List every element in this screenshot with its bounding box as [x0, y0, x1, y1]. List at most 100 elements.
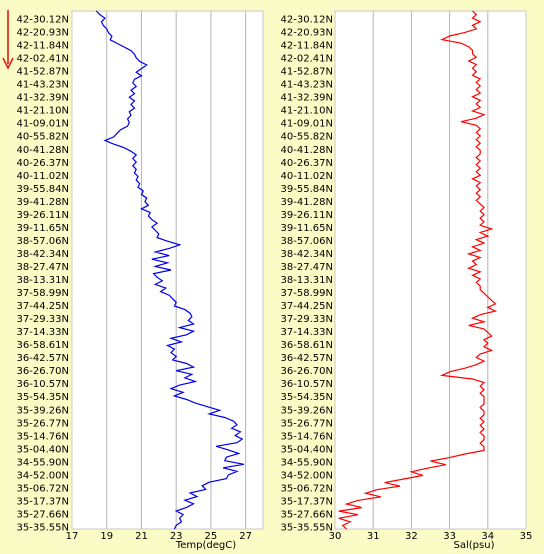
y-tick-label: 35-54.35N: [17, 392, 69, 403]
y-tick-label: 42-11.84N: [281, 41, 333, 52]
y-tick-label: 35-06.72N: [281, 483, 333, 494]
y-tick-label: 35-17.37N: [17, 496, 69, 507]
y-tick-label: 35-39.26N: [17, 405, 69, 416]
y-tick-label: 36-26.70N: [281, 366, 333, 377]
x-tick-label: 34: [481, 531, 494, 542]
y-tick-label: 39-26.11N: [281, 210, 333, 221]
x-tick-label: 30: [329, 531, 342, 542]
salinity-x-tick-labels: 30 31 32 33 34 35: [329, 531, 533, 542]
temperature-gridlines: [106, 11, 247, 529]
y-tick-label: 42-11.84N: [17, 41, 69, 52]
plot-border: [71, 10, 264, 530]
y-tick-label: 38-42.34N: [17, 249, 69, 260]
y-tick-label: 38-13.31N: [281, 275, 333, 286]
salinity-axis-title: Sal(psu): [454, 540, 495, 551]
salinity-plot-area: [335, 11, 526, 529]
y-tick-label: 41-43.23N: [281, 80, 333, 91]
temperature-plot-area: [72, 11, 263, 529]
y-tick-label: 38-27.47N: [17, 262, 69, 273]
y-tick-label: 34-52.00N: [281, 470, 333, 481]
y-tick-label: 39-41.28N: [281, 197, 333, 208]
y-tick-label: 35-35.55N: [281, 523, 333, 534]
y-tick-label: 42-30.12N: [17, 15, 69, 26]
y-tick-label: 41-21.10N: [281, 106, 333, 117]
y-tick-label: 35-39.26N: [281, 405, 333, 416]
salinity-gridlines: [372, 11, 489, 529]
y-tick-label: 39-55.84N: [281, 184, 333, 195]
x-tick-label: 33: [443, 531, 456, 542]
y-tick-label: 36-42.57N: [17, 353, 69, 364]
salinity-chart: 42-30.12N 42-20.93N 42-11.84N 42-02.41N 41-5…: [281, 10, 533, 551]
temperature-x-tick-labels: 17 19 21 23 25 27: [66, 531, 252, 542]
salinity-series-line: [338, 10, 498, 530]
y-tick-label: 40-11.02N: [281, 171, 333, 182]
y-tick-label: 40-26.37N: [281, 158, 333, 169]
y-tick-label: 38-27.47N: [281, 262, 333, 273]
y-tick-label: 41-09.01N: [281, 119, 333, 130]
y-tick-label: 41-52.87N: [17, 67, 69, 78]
x-tick-label: 21: [135, 531, 148, 542]
y-tick-label: 42-20.93N: [17, 28, 69, 39]
y-tick-label: 34-52.00N: [17, 470, 69, 481]
y-tick-label: 35-06.72N: [17, 483, 69, 494]
y-tick-label: 41-52.87N: [281, 67, 333, 78]
y-tick-label: 35-26.77N: [281, 418, 333, 429]
x-tick-label: 35: [520, 531, 533, 542]
y-tick-label: 38-57.06N: [281, 236, 333, 247]
y-tick-label: 40-26.37N: [17, 158, 69, 169]
y-tick-label: 36-42.57N: [281, 353, 333, 364]
y-tick-label: 35-27.66N: [17, 509, 69, 520]
y-tick-label: 37-58.99N: [281, 288, 333, 299]
y-tick-label: 35-54.35N: [281, 392, 333, 403]
y-tick-label: 41-43.23N: [17, 80, 69, 91]
y-tick-label: 40-11.02N: [17, 171, 69, 182]
y-tick-label: 35-04.40N: [17, 444, 69, 455]
y-tick-label: 41-21.10N: [17, 106, 69, 117]
y-tick-label: 41-32.39N: [281, 93, 333, 104]
temperature-chart: 42-30.12N 42-20.93N 42-11.84N 42-02.41N 41-5…: [17, 10, 264, 551]
x-tick-label: 27: [239, 531, 252, 542]
y-tick-label: 39-41.28N: [17, 197, 69, 208]
x-tick-label: 32: [405, 531, 418, 542]
y-tick-label: 35-27.66N: [281, 509, 333, 520]
y-tick-label: 35-04.40N: [281, 444, 333, 455]
y-tick-label: 40-41.28N: [17, 145, 69, 156]
y-tick-label: 36-26.70N: [17, 366, 69, 377]
y-tick-label: 36-10.57N: [281, 379, 333, 390]
y-tick-label: 35-17.37N: [281, 496, 333, 507]
y-tick-label: 34-55.90N: [17, 457, 69, 468]
y-tick-label: 35-35.55N: [17, 523, 69, 534]
y-tick-label: 38-13.31N: [17, 275, 69, 286]
y-tick-label: 37-29.33N: [17, 314, 69, 325]
y-tick-label: 36-58.61N: [17, 340, 69, 351]
y-tick-label: 42-02.41N: [281, 54, 333, 65]
y-tick-label: 42-30.12N: [281, 15, 333, 26]
y-tick-label: 41-32.39N: [17, 93, 69, 104]
y-tick-label: 42-20.93N: [281, 28, 333, 39]
x-tick-label: 25: [205, 531, 218, 542]
y-tick-label: 37-14.33N: [281, 327, 333, 338]
y-tick-label: 39-55.84N: [17, 184, 69, 195]
y-tick-label: 38-42.34N: [281, 249, 333, 260]
y-tick-label: 36-58.61N: [281, 340, 333, 351]
y-tick-label: 35-26.77N: [17, 418, 69, 429]
y-tick-label: 40-55.82N: [17, 132, 69, 143]
salinity-y-tick-labels: 42-30.12N 42-20.93N 42-11.84N 42-02.41N 41-5…: [281, 15, 333, 534]
y-tick-label: 37-44.25N: [17, 301, 69, 312]
y-tick-label: 36-10.57N: [17, 379, 69, 390]
down-arrow-icon: [2, 10, 14, 70]
x-tick-label: 19: [100, 531, 113, 542]
temperature-axis-title: Temp(degC): [175, 540, 236, 551]
y-tick-label: 37-44.25N: [281, 301, 333, 312]
plot-border: [334, 10, 527, 530]
y-tick-label: 42-02.41N: [17, 54, 69, 65]
y-tick-label: 38-57.06N: [17, 236, 69, 247]
y-tick-label: 41-09.01N: [17, 119, 69, 130]
y-tick-label: 39-11.65N: [17, 223, 69, 234]
y-tick-label: 39-26.11N: [17, 210, 69, 221]
y-tick-label: 37-29.33N: [281, 314, 333, 325]
y-tick-label: 37-58.99N: [17, 288, 69, 299]
x-tick-label: 23: [170, 531, 183, 542]
x-tick-label: 31: [367, 531, 380, 542]
